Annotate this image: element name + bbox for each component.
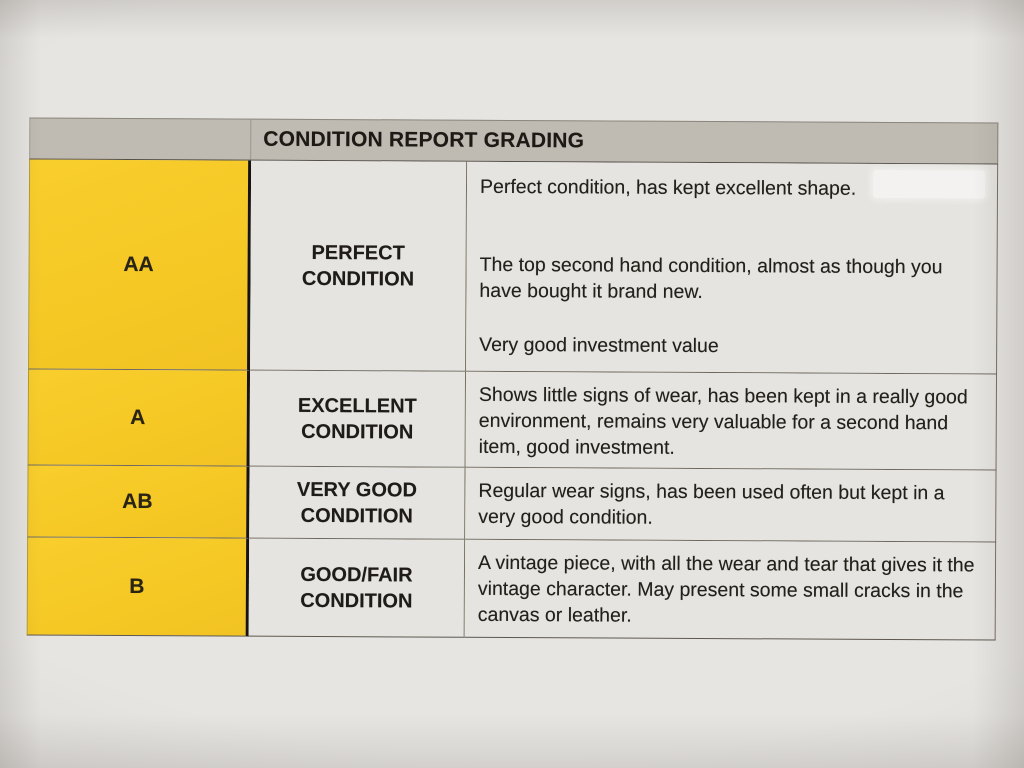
table-row: B GOOD/FAIR CONDITION A vintage piece, w… — [26, 537, 997, 641]
condition-name-cell: VERY GOOD CONDITION — [249, 466, 466, 540]
condition-name-cell: EXCELLENT CONDITION — [249, 370, 467, 468]
table-row: AB VERY GOOD CONDITION Regular wear sign… — [27, 465, 997, 543]
table-row: AA PERFECT CONDITION Perfect condition, … — [28, 159, 999, 375]
condition-report-table: CONDITION REPORT GRADING AA PERFECT COND… — [26, 117, 999, 641]
grade-cell: A — [27, 369, 251, 467]
description-cell: Regular wear signs, has been used often … — [465, 467, 997, 543]
grade-cell: AA — [28, 159, 252, 371]
description-paragraph: Very good investment value — [479, 333, 719, 358]
condition-name-cell: PERFECT CONDITION — [250, 160, 468, 372]
description-paragraph: The top second hand condition, almost as… — [479, 253, 943, 303]
table-row: A EXCELLENT CONDITION Shows little signs… — [27, 369, 998, 471]
description-cell: Shows little signs of wear, has been kep… — [465, 371, 998, 471]
correction-fluid-patch — [872, 169, 986, 199]
description-cell: Perfect condition, has kept excellent sh… — [466, 161, 999, 375]
description-paragraph: A vintage piece, with all the wear and t… — [477, 551, 975, 627]
description-paragraph: Regular wear signs, has been used often … — [478, 479, 945, 529]
table-title: CONDITION REPORT GRADING — [263, 127, 585, 153]
description-cell: A vintage piece, with all the wear and t… — [464, 539, 997, 641]
grade-cell: B — [26, 537, 250, 637]
condition-name-cell: GOOD/FAIR CONDITION — [248, 538, 466, 638]
grade-cell: AB — [27, 465, 250, 539]
table-header-row: CONDITION REPORT GRADING — [29, 117, 999, 165]
header-empty-cell — [30, 118, 252, 160]
description-paragraph: Shows little signs of wear, has been kep… — [478, 383, 968, 459]
